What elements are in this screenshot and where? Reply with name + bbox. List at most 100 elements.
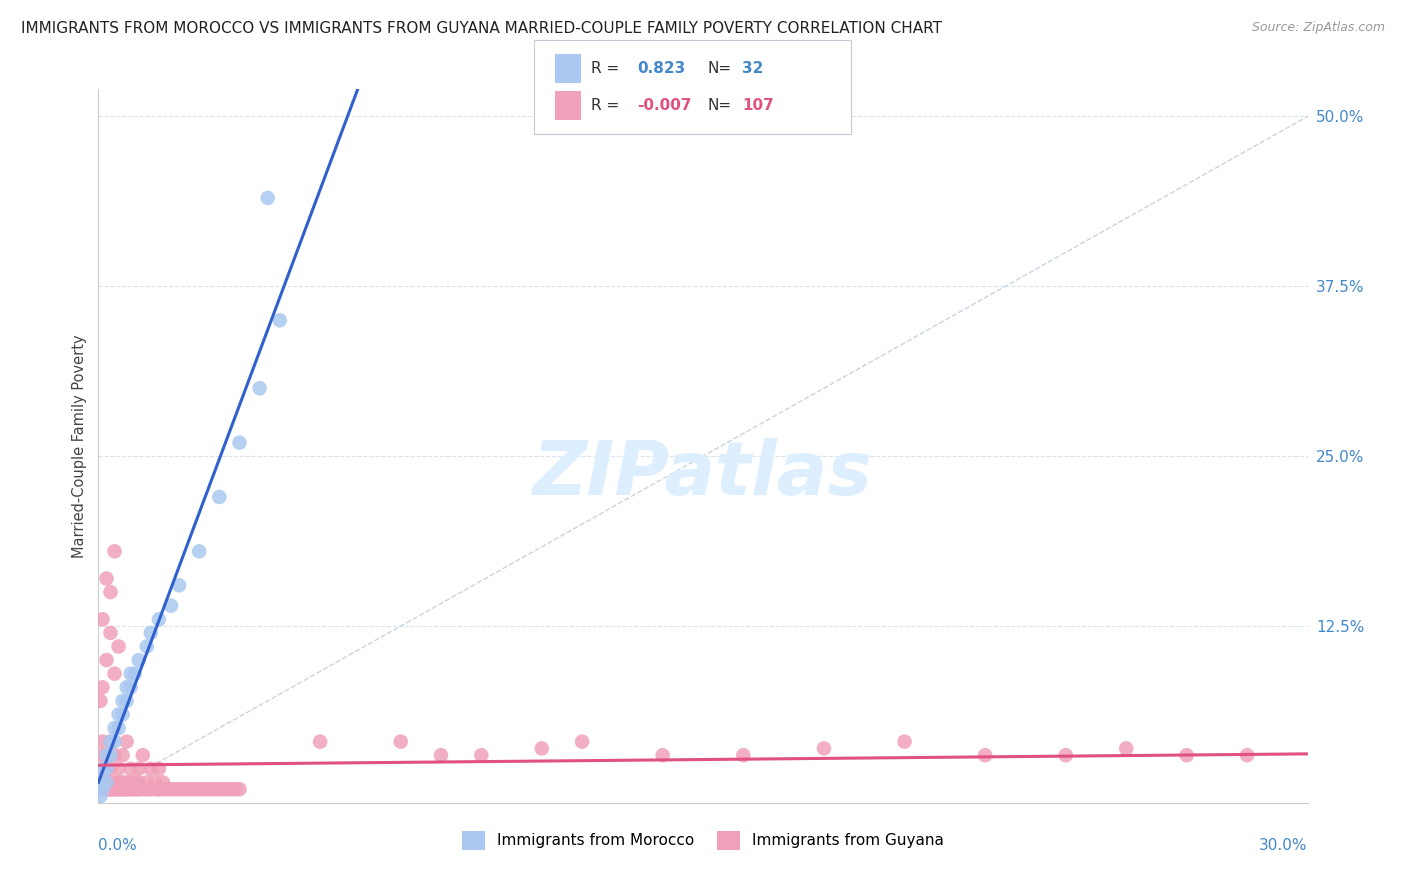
Point — [107, 782, 129, 797]
Point — [269, 313, 291, 327]
Point — [89, 782, 111, 797]
Point — [103, 544, 125, 558]
Point — [96, 775, 118, 789]
Point — [160, 599, 183, 613]
Point — [100, 775, 122, 789]
Point — [1175, 748, 1198, 763]
Point — [176, 782, 198, 797]
Point — [120, 782, 142, 797]
Point — [96, 653, 118, 667]
Point — [100, 734, 122, 748]
Point — [208, 490, 231, 504]
Point — [224, 782, 246, 797]
Point — [111, 775, 134, 789]
Point — [228, 782, 250, 797]
Point — [120, 782, 142, 797]
Point — [115, 782, 138, 797]
Point — [91, 734, 114, 748]
Point — [89, 694, 111, 708]
Text: R =: R = — [591, 98, 619, 113]
Point — [100, 748, 122, 763]
Point — [96, 775, 118, 789]
Point — [103, 734, 125, 748]
Point — [91, 782, 114, 797]
Point — [167, 782, 190, 797]
Point — [115, 694, 138, 708]
Point — [651, 748, 673, 763]
Point — [91, 748, 114, 763]
Point — [212, 782, 235, 797]
Point — [100, 626, 122, 640]
Point — [152, 782, 174, 797]
Point — [103, 782, 125, 797]
Point — [135, 640, 157, 654]
Point — [111, 694, 134, 708]
Point — [195, 782, 218, 797]
Point — [111, 782, 134, 797]
Point — [120, 775, 142, 789]
Legend: Immigrants from Morocco, Immigrants from Guyana: Immigrants from Morocco, Immigrants from… — [456, 825, 950, 855]
Point — [389, 734, 412, 748]
Text: 107: 107 — [742, 98, 775, 113]
Point — [813, 741, 835, 756]
Point — [139, 762, 162, 776]
Point — [167, 578, 190, 592]
Point — [115, 680, 138, 694]
Point — [91, 775, 114, 789]
Point — [204, 782, 226, 797]
Text: IMMIGRANTS FROM MOROCCO VS IMMIGRANTS FROM GUYANA MARRIED-COUPLE FAMILY POVERTY : IMMIGRANTS FROM MOROCCO VS IMMIGRANTS FR… — [21, 21, 942, 36]
Y-axis label: Married-Couple Family Poverty: Married-Couple Family Poverty — [72, 334, 87, 558]
Point — [103, 666, 125, 681]
Point — [120, 762, 142, 776]
Point — [249, 381, 271, 395]
Text: ZIPatlas: ZIPatlas — [533, 438, 873, 511]
Point — [115, 782, 138, 797]
Point — [143, 775, 166, 789]
Point — [571, 734, 593, 748]
Point — [111, 782, 134, 797]
Point — [96, 762, 118, 776]
Point — [103, 782, 125, 797]
Point — [128, 782, 150, 797]
Point — [156, 782, 179, 797]
Point — [139, 626, 162, 640]
Text: 0.0%: 0.0% — [98, 838, 138, 854]
Point — [96, 782, 118, 797]
Point — [217, 782, 239, 797]
Point — [132, 748, 155, 763]
Point — [135, 782, 157, 797]
Text: N=: N= — [707, 98, 731, 113]
Point — [96, 748, 118, 763]
Point — [143, 782, 166, 797]
Point — [160, 782, 183, 797]
Point — [115, 775, 138, 789]
Point — [103, 721, 125, 735]
Point — [893, 734, 915, 748]
Point — [470, 748, 492, 763]
Point — [111, 707, 134, 722]
Point — [128, 762, 150, 776]
Point — [107, 721, 129, 735]
Point — [89, 789, 111, 803]
Point — [103, 775, 125, 789]
Text: R =: R = — [591, 61, 619, 76]
Point — [128, 775, 150, 789]
Point — [180, 782, 202, 797]
Point — [148, 782, 170, 797]
Text: 0.823: 0.823 — [637, 61, 685, 76]
Text: 30.0%: 30.0% — [1260, 838, 1308, 854]
Point — [107, 640, 129, 654]
Point — [96, 782, 118, 797]
Point — [100, 762, 122, 776]
Point — [100, 782, 122, 797]
Point — [124, 782, 146, 797]
Point — [148, 612, 170, 626]
Point — [100, 585, 122, 599]
Point — [139, 782, 162, 797]
Point — [100, 734, 122, 748]
Point — [172, 782, 194, 797]
Point — [111, 782, 134, 797]
Text: 32: 32 — [742, 61, 763, 76]
Point — [124, 775, 146, 789]
Point — [96, 748, 118, 763]
